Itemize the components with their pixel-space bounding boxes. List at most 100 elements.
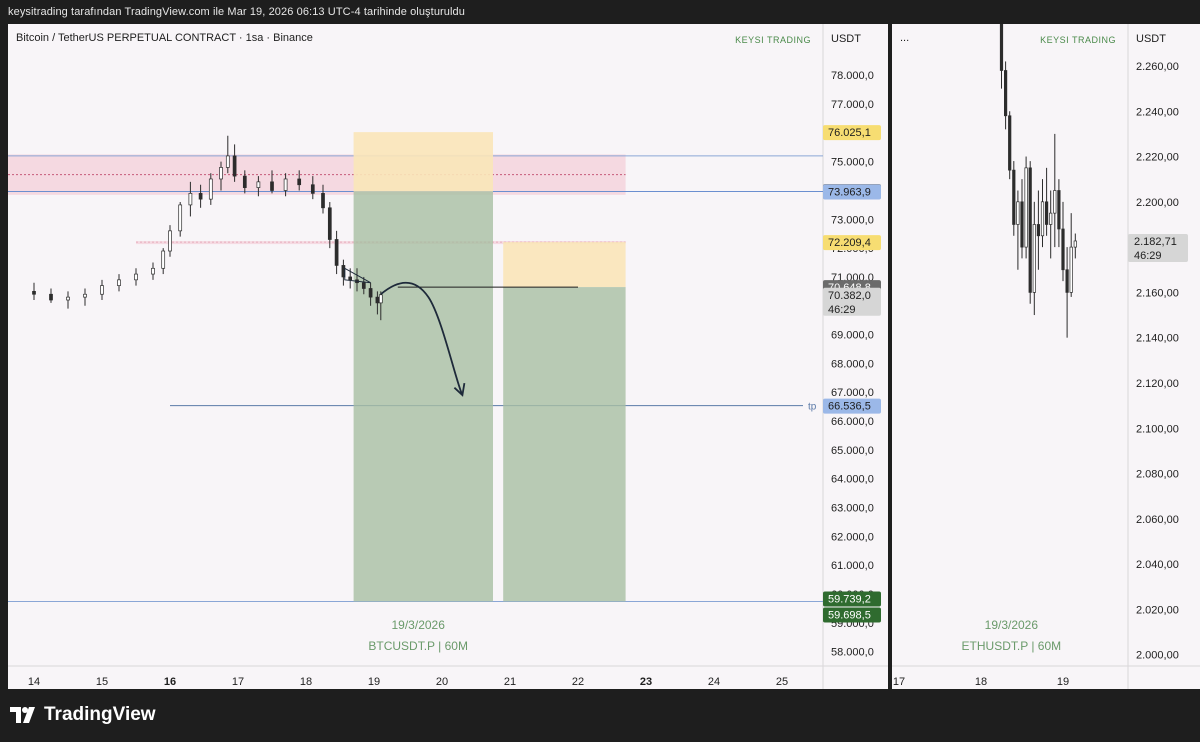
candle-body <box>208 178 213 200</box>
x-tick-label: 18 <box>300 676 312 688</box>
candle-body <box>334 239 339 266</box>
position-target-zone <box>503 287 626 602</box>
price-tag-text: 66.536,5 <box>828 401 871 413</box>
y-tick-label: 2.100,00 <box>1136 423 1179 435</box>
position-target-zone <box>353 191 493 602</box>
btc-chart[interactable]: USDT Bitcoin / TetherUS PERPETUAL CONTRAC… <box>8 24 888 689</box>
x-tick-label: 21 <box>504 676 516 688</box>
y-tick-label: 2.260,00 <box>1136 61 1179 73</box>
y-tick-label: 2.060,00 <box>1136 514 1179 526</box>
position-stop-zone <box>503 242 626 288</box>
y-tick-label: 2.020,00 <box>1136 604 1179 616</box>
y-tick-label: 2.160,00 <box>1136 287 1179 299</box>
position-stop-zone <box>353 132 493 192</box>
candle-body <box>66 296 70 301</box>
x-tick-label: 14 <box>28 676 40 688</box>
btc-chart-pane[interactable]: USDT Bitcoin / TetherUS PERPETUAL CONTRAC… <box>8 24 888 689</box>
y-tick-label: 67.000,0 <box>831 387 874 399</box>
candle-body <box>49 293 53 301</box>
candle-body <box>1040 201 1045 237</box>
y-tick-label: 58.000,0 <box>831 647 874 659</box>
candle-body <box>310 184 315 194</box>
x-tick-label: 15 <box>96 676 108 688</box>
candle-body <box>232 155 237 177</box>
candle-body <box>1036 224 1040 237</box>
x-tick-label: 17 <box>232 676 244 688</box>
candle-body <box>368 288 373 298</box>
candle-body <box>168 230 172 252</box>
candle-body <box>1057 190 1061 230</box>
eth-chart[interactable]: USDT... KEYSI TRADING 2.000,00 2.020,00 2.04… <box>892 24 1200 689</box>
candle-body <box>134 273 138 281</box>
price-tag-bg <box>823 591 881 607</box>
candle-body <box>1049 212 1053 225</box>
candle-body <box>117 279 121 286</box>
brand-name: TradingView <box>44 704 156 725</box>
snapshot-caption: keysitrading tarafından TradingView.com … <box>8 6 465 18</box>
x-tick-label: 18 <box>975 676 987 688</box>
candle-body <box>1053 190 1057 214</box>
candle-body <box>178 204 183 232</box>
candle-body <box>1016 201 1020 225</box>
tradingview-logo[interactable]: TradingView <box>10 704 156 726</box>
price-tag-bg <box>823 398 881 414</box>
price-tag-text: 73.963,9 <box>828 187 871 199</box>
y-tick-label: 2.000,00 <box>1136 650 1179 662</box>
y-tick-label: 69.000,0 <box>831 330 874 342</box>
price-tag-text: 59.739,2 <box>828 593 871 605</box>
pattern-triangle <box>344 267 371 284</box>
eth-chart-pane[interactable]: USDT... KEYSI TRADING 2.000,00 2.020,00 2.04… <box>892 24 1200 689</box>
candle-body <box>1020 201 1024 248</box>
price-axis-bg <box>1128 24 1200 689</box>
price-tag-bg <box>823 287 881 316</box>
x-tick-label: 20 <box>436 676 448 688</box>
x-tick-label: 19 <box>1057 676 1069 688</box>
candle-body <box>999 24 1004 71</box>
candle-body <box>1045 201 1049 225</box>
candle-body <box>151 267 155 275</box>
candle-body <box>297 178 302 186</box>
y-tick-label: 2.120,00 <box>1136 378 1179 390</box>
candle-body <box>1028 167 1032 293</box>
candle-body <box>361 282 366 289</box>
candle-body <box>32 291 36 295</box>
candle-body <box>378 294 383 304</box>
candle-body <box>188 193 193 206</box>
y-tick-label: 75.000,0 <box>831 157 874 169</box>
x-tick-label: 22 <box>572 676 584 688</box>
price-tag-bg <box>823 235 881 251</box>
tp-label: tp <box>808 402 817 413</box>
y-tick-label: 73.000,0 <box>831 214 874 226</box>
candle-body <box>1003 70 1008 117</box>
x-tick-label: 16 <box>164 676 176 688</box>
date-caption: 19/3/2026 <box>985 618 1039 632</box>
x-tick-label: 19 <box>368 676 380 688</box>
candle-body <box>1032 224 1036 293</box>
y-tick-label: 66.000,0 <box>831 416 874 428</box>
candle-body <box>321 193 325 209</box>
y-tick-label: 2.080,00 <box>1136 469 1179 481</box>
candle-body <box>242 175 247 188</box>
price-tag-bg <box>823 607 881 623</box>
candle-body <box>219 167 223 180</box>
price-tag-text: 70.382,0 <box>828 290 871 302</box>
y-tick-label: 68.000,0 <box>831 358 874 370</box>
candle-body <box>161 250 166 269</box>
price-tag-text: 59.698,5 <box>828 609 871 621</box>
y-tick-label: 64.000,0 <box>831 474 874 486</box>
y-tick-label: 2.200,00 <box>1136 197 1179 209</box>
candle-body <box>1008 115 1012 171</box>
watermark-text: KEYSI TRADING <box>735 35 811 45</box>
y-tick-label: 65.000,0 <box>831 445 874 457</box>
candle-body <box>256 181 261 188</box>
candle-body <box>375 296 380 304</box>
candle-body <box>283 178 288 191</box>
price-tag-bg <box>823 184 881 200</box>
candle-body <box>83 293 87 298</box>
tradingview-icon <box>10 707 35 723</box>
symbol-caption: BTCUSDT.P | 60M <box>368 639 468 653</box>
y-tick-label: 62.000,0 <box>831 531 874 543</box>
y-tick-label: 63.000,0 <box>831 503 874 515</box>
candle-body <box>1024 167 1028 248</box>
candle-body <box>270 181 274 191</box>
